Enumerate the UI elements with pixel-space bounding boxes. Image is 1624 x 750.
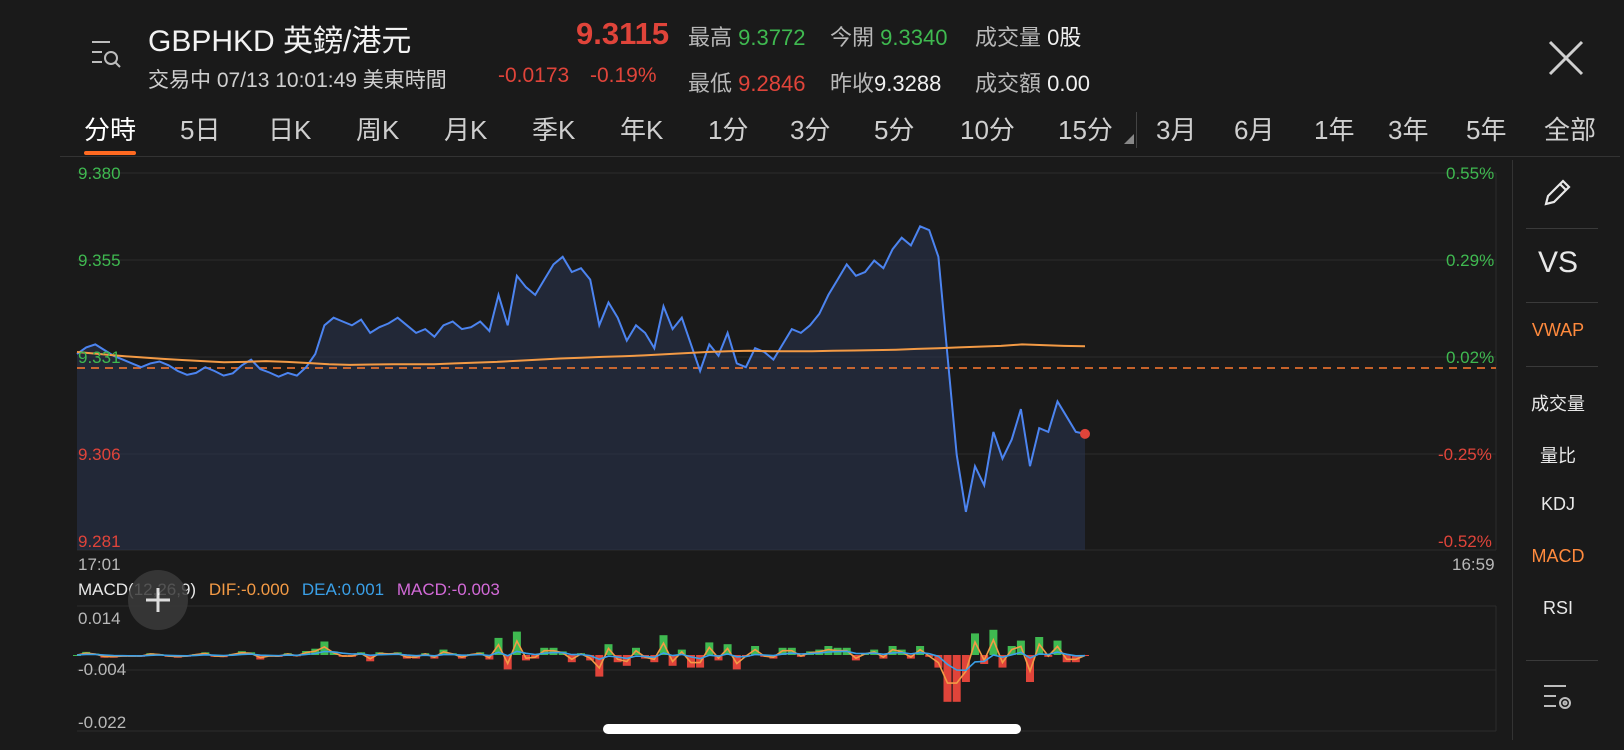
price-line	[76, 225, 1086, 513]
stat-low: 最低 9.2846	[688, 71, 806, 96]
stat-high: 最高 9.3772	[688, 25, 806, 50]
tab-5year[interactable]: 5年	[1466, 115, 1507, 145]
y-label-left-1: 9.380	[78, 164, 121, 183]
stat-open: 今開 9.3340	[830, 25, 948, 50]
tab-all[interactable]: 全部	[1544, 115, 1597, 145]
y-label-right-5: -0.52%	[1438, 532, 1492, 551]
vwap-button[interactable]: VWAP	[1531, 320, 1585, 340]
kdj-button[interactable]: KDJ	[1540, 494, 1575, 514]
macd-bar	[687, 655, 695, 668]
tab-1min[interactable]: 1分	[708, 115, 749, 145]
side-divider	[1512, 160, 1513, 740]
macd-bar	[961, 655, 970, 682]
menu-search-icon[interactable]	[90, 38, 122, 70]
macd-bar	[320, 641, 329, 655]
side-divider-2	[1526, 302, 1598, 303]
y-label-left-2: 9.355	[78, 251, 121, 270]
tab-3min[interactable]: 3分	[790, 115, 831, 145]
tab-3year[interactable]: 3年	[1388, 115, 1429, 145]
tab-5day[interactable]: 5日	[180, 115, 221, 145]
tab-daily-k[interactable]: 日K	[268, 115, 312, 145]
x-label-start: 17:01	[78, 555, 121, 574]
side-divider-1	[1526, 228, 1598, 229]
macd-dif: DIF:-0.000	[208, 580, 290, 599]
last-price: 9.3115	[576, 16, 670, 51]
macd-bar	[824, 646, 833, 655]
tab-15min[interactable]: 15分	[1058, 115, 1113, 145]
tab-3month[interactable]: 3月	[1156, 115, 1197, 145]
last-price-dot	[1080, 428, 1090, 439]
macd-bar	[1026, 655, 1034, 682]
tab-5min[interactable]: 5分	[874, 115, 915, 145]
x-label-end: 16:59	[1452, 555, 1495, 574]
page-title: GBPHKD 英鎊/港元	[148, 25, 412, 58]
macd-value: MACD:-0.003	[396, 580, 500, 599]
macd-bar	[952, 655, 961, 702]
macd-y-label-3: -0.022	[78, 713, 127, 732]
macd-dif-line	[76, 637, 1086, 684]
macd-bar	[659, 635, 668, 655]
crosshair-button[interactable]	[128, 570, 188, 630]
stat-turnover: 成交額 0.00	[975, 71, 1090, 96]
macd-bar	[989, 629, 998, 655]
tab-weekly-k[interactable]: 周K	[356, 115, 400, 145]
macd-bar	[595, 655, 604, 677]
macd-y-label-1: 0.014	[78, 609, 121, 628]
macd-bar	[943, 655, 952, 702]
macd-y-label-2: -0.004	[78, 660, 127, 679]
volume-ratio-button[interactable]: 量比	[1540, 446, 1576, 466]
macd-dea: DEA:0.001	[301, 580, 385, 599]
macd-bar	[934, 655, 943, 668]
macd-chart	[73, 605, 1497, 732]
tab-intraday[interactable]: 分時	[84, 115, 137, 145]
macd-bar	[512, 631, 521, 655]
average-line	[76, 343, 1086, 366]
active-tab-indicator	[84, 151, 136, 155]
price-area-fill	[77, 226, 1085, 551]
macd-button[interactable]: MACD	[1531, 546, 1585, 566]
close-icon[interactable]	[1546, 38, 1586, 78]
side-divider-4	[1526, 660, 1598, 661]
vs-button[interactable]: VS	[1537, 246, 1579, 279]
y-label-right-3: 0.02%	[1446, 348, 1495, 367]
edit-pencil-icon[interactable]	[1540, 176, 1574, 210]
stat-prev-close: 昨收9.3288	[830, 71, 942, 96]
dropdown-corner-icon[interactable]	[1124, 134, 1134, 144]
stat-volume: 成交量 0股	[975, 25, 1082, 50]
tab-6month[interactable]: 6月	[1234, 115, 1275, 145]
indicator-settings-icon[interactable]	[1542, 682, 1574, 714]
y-label-right-2: 0.29%	[1446, 251, 1495, 270]
side-divider-3	[1526, 366, 1598, 367]
tab-10min[interactable]: 10分	[960, 115, 1015, 145]
tab-1year[interactable]: 1年	[1314, 115, 1355, 145]
tab-monthly-k[interactable]: 月K	[444, 115, 488, 145]
home-indicator	[603, 724, 1021, 734]
period-tabs: 分時 5日 日K 周K 月K 季K 年K 1分 3分 5分 10分 15分 3月…	[60, 104, 1620, 157]
tab-divider	[1136, 112, 1137, 148]
macd-bar	[1053, 640, 1062, 655]
y-label-right-1: 0.55%	[1446, 164, 1495, 183]
rsi-button[interactable]: RSI	[1542, 598, 1573, 618]
tab-yearly-k[interactable]: 年K	[620, 115, 664, 145]
y-label-left-4: 9.306	[78, 445, 121, 464]
y-label-left-5: 9.281	[78, 532, 121, 551]
tab-quarterly-k[interactable]: 季K	[532, 115, 576, 145]
price-change-pct: -0.19%	[590, 64, 657, 87]
y-label-right-4: -0.25%	[1438, 445, 1492, 464]
macd-bar	[73, 655, 81, 656]
y-label-left-3: 9.331	[78, 348, 121, 367]
price-change: -0.0173	[498, 64, 570, 87]
trading-status: 交易中 07/13 10:01:49 美東時間	[148, 69, 447, 92]
volume-indicator-button[interactable]: 成交量	[1531, 394, 1585, 414]
macd-dea-line	[76, 650, 1086, 672]
